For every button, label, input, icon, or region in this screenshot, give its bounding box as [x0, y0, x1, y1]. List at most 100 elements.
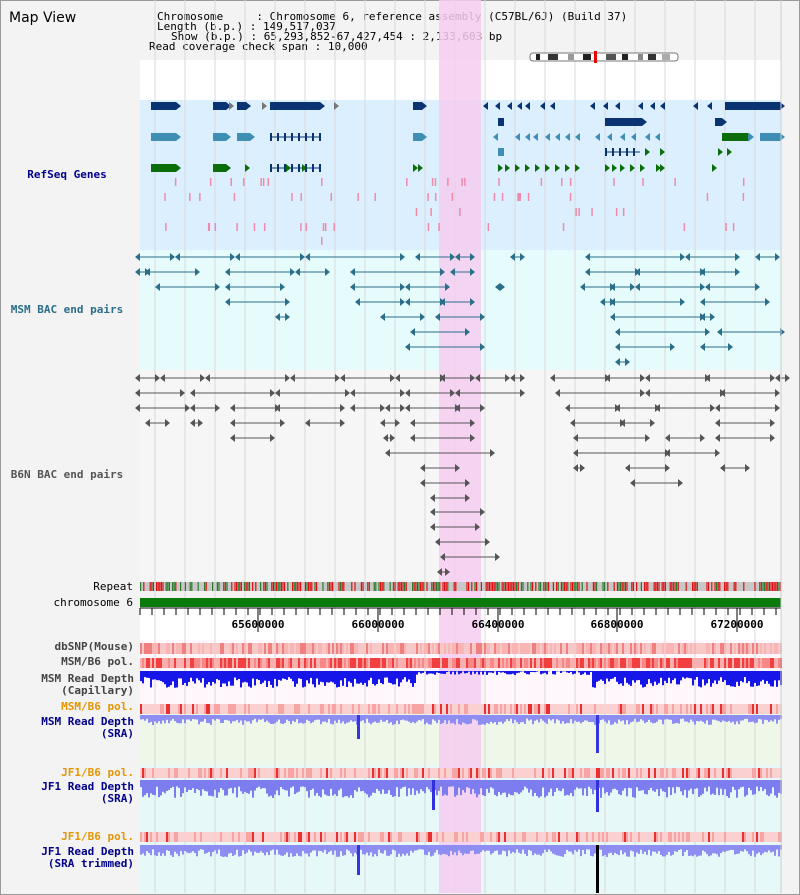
jf1-pol-heat-cell-2	[606, 832, 608, 842]
gene-exon	[298, 164, 300, 172]
jf1-sra-depth-bar	[292, 780, 294, 787]
jf1-pol-heat-cell	[412, 768, 414, 778]
jf1-pol-heat-cell	[418, 768, 420, 778]
msm-pol-heat-cell	[244, 658, 246, 668]
jf1-trimmed-depth-bar	[476, 845, 478, 854]
repeat-element	[368, 582, 370, 591]
dbsnp-heat-cell	[764, 643, 766, 654]
msm-sra-depth-bar	[336, 715, 338, 723]
msm-pol-heat-cell-2	[288, 704, 290, 714]
repeat-element	[671, 582, 673, 591]
jf1-pol-heat-cell-2	[390, 832, 392, 842]
msm-pol-heat-cell-2	[492, 704, 494, 714]
b6n-bac-end-pairs-label[interactable]: B6N BAC end pairs	[10, 468, 124, 481]
msm-capillary-depth-bar	[608, 671, 610, 682]
msm-pol-heat-cell	[604, 658, 606, 668]
dbsnp-heat-cell	[622, 643, 624, 654]
repeat-element	[540, 582, 542, 591]
jf1-pol-heat-cell	[258, 768, 260, 778]
bac-end-marker	[405, 298, 410, 306]
msm-capillary-depth-bar	[748, 671, 750, 682]
jf1-trimmed-depth-bar	[756, 845, 758, 854]
msm-sra-depth-bar	[340, 715, 342, 724]
msm-sra-depth-bar	[726, 715, 728, 722]
msm-pol-heat-cell-2	[564, 704, 566, 714]
gene-tick-mark	[498, 178, 500, 186]
bac-end-marker	[720, 389, 725, 397]
msm-pol-heat-cell	[330, 658, 332, 668]
jf1-sra-depth-bar	[402, 780, 404, 788]
jf1-pol-heat-cell	[480, 768, 482, 778]
msm-sra-depth-bar	[644, 715, 646, 724]
jf1-pol-heat-cell-2	[738, 832, 740, 842]
refseq-genes-label[interactable]: RefSeq Genes	[27, 168, 107, 181]
jf1-pol-heat-cell	[514, 768, 516, 778]
msm-capillary-depth-bar	[618, 671, 620, 685]
msm-pol-heat-cell-2	[376, 704, 378, 714]
repeat-element	[530, 582, 532, 591]
dbsnp-heat-cell	[778, 643, 780, 654]
msm-capillary-depth-bar	[192, 671, 194, 682]
msm-pol-heat-cell-2	[312, 704, 314, 714]
jf1-pol-heat-cell-2	[396, 832, 398, 842]
msm-pol-heat-cell	[696, 658, 698, 668]
jf1-sra-depth-bar	[338, 780, 340, 791]
msm-pol-heat-cell	[298, 658, 300, 668]
msm-sra-depth-bar	[248, 715, 250, 722]
msm-bac-end-pairs-label[interactable]: MSM BAC end pairs	[10, 303, 124, 316]
jf1-sra-depth-bar	[684, 780, 686, 790]
repeat-element	[575, 582, 577, 591]
msm-pol-heat-cell	[742, 658, 744, 668]
jf1-pol-heat-cell-2	[690, 832, 692, 842]
repeat-element	[607, 582, 609, 591]
jf1-trimmed-depth-bar	[472, 845, 474, 851]
bac-end-marker	[280, 419, 285, 427]
arrow-left	[493, 133, 498, 141]
dbsnp-heat-cell	[564, 643, 566, 654]
msm-sra-depth-bar	[530, 715, 532, 720]
msm-pol-heat-cell-2	[552, 704, 554, 714]
msm-pol-heat-cell	[724, 658, 726, 668]
repeat-element	[402, 582, 404, 591]
jf1-trimmed-depth-bar	[464, 845, 466, 854]
msm-pol-heat-cell-2	[188, 704, 190, 714]
msm-sra-depth-bar	[480, 715, 482, 725]
msm-pol-heat-cell	[224, 658, 226, 668]
jf1-pol-heat-cell-2	[354, 832, 356, 842]
dbsnp-heat-cell	[540, 643, 542, 654]
msm-pol-heat-cell-2	[190, 704, 192, 714]
repeat-element	[557, 582, 559, 591]
dbsnp-heat-cell	[270, 643, 272, 654]
repeat-label: Repeat	[93, 580, 133, 593]
jf1-sra-depth-bar	[624, 780, 626, 789]
msm-capillary-depth-bar	[340, 671, 342, 681]
jf1-sra-depth-bar	[218, 780, 220, 793]
jf1-trimmed-depth-bar	[156, 845, 158, 856]
jf1-pol-heat-cell	[592, 768, 594, 778]
bac-end-marker	[225, 268, 230, 276]
jf1-trimmed-depth-bar	[504, 845, 506, 852]
jf1-sra-depth-bar	[492, 780, 494, 789]
msm-pol-heat-cell-2	[248, 704, 250, 714]
bac-end-marker	[510, 374, 515, 382]
msm-capillary-depth-bar	[322, 671, 324, 683]
msm-pol-heat-cell	[746, 658, 748, 668]
msm-sra-depth-bar	[728, 715, 730, 721]
msm-pol-heat-cell-2	[598, 704, 600, 714]
jf1-sra-depth-bar	[316, 780, 318, 793]
gene-tick-mark	[464, 178, 466, 186]
repeat-element	[223, 582, 225, 591]
jf1-pol-heat-cell-2	[352, 832, 354, 842]
jf1-pol-heat-cell-2	[498, 832, 500, 842]
ideogram-band	[606, 54, 616, 60]
msm-pol-heat-cell	[176, 658, 178, 668]
bac-end-marker	[390, 434, 395, 442]
jf1-pol-heat-cell-2	[648, 832, 650, 842]
dbsnp-heat-cell	[604, 643, 606, 654]
msm-pol-heat-cell	[392, 658, 394, 668]
jf1-trimmed-depth-bar	[304, 845, 306, 854]
dbsnp-heat-cell	[514, 643, 516, 654]
jf1-trimmed-depth-bar	[248, 845, 250, 850]
jf1-trimmed-depth-bar	[714, 845, 716, 854]
